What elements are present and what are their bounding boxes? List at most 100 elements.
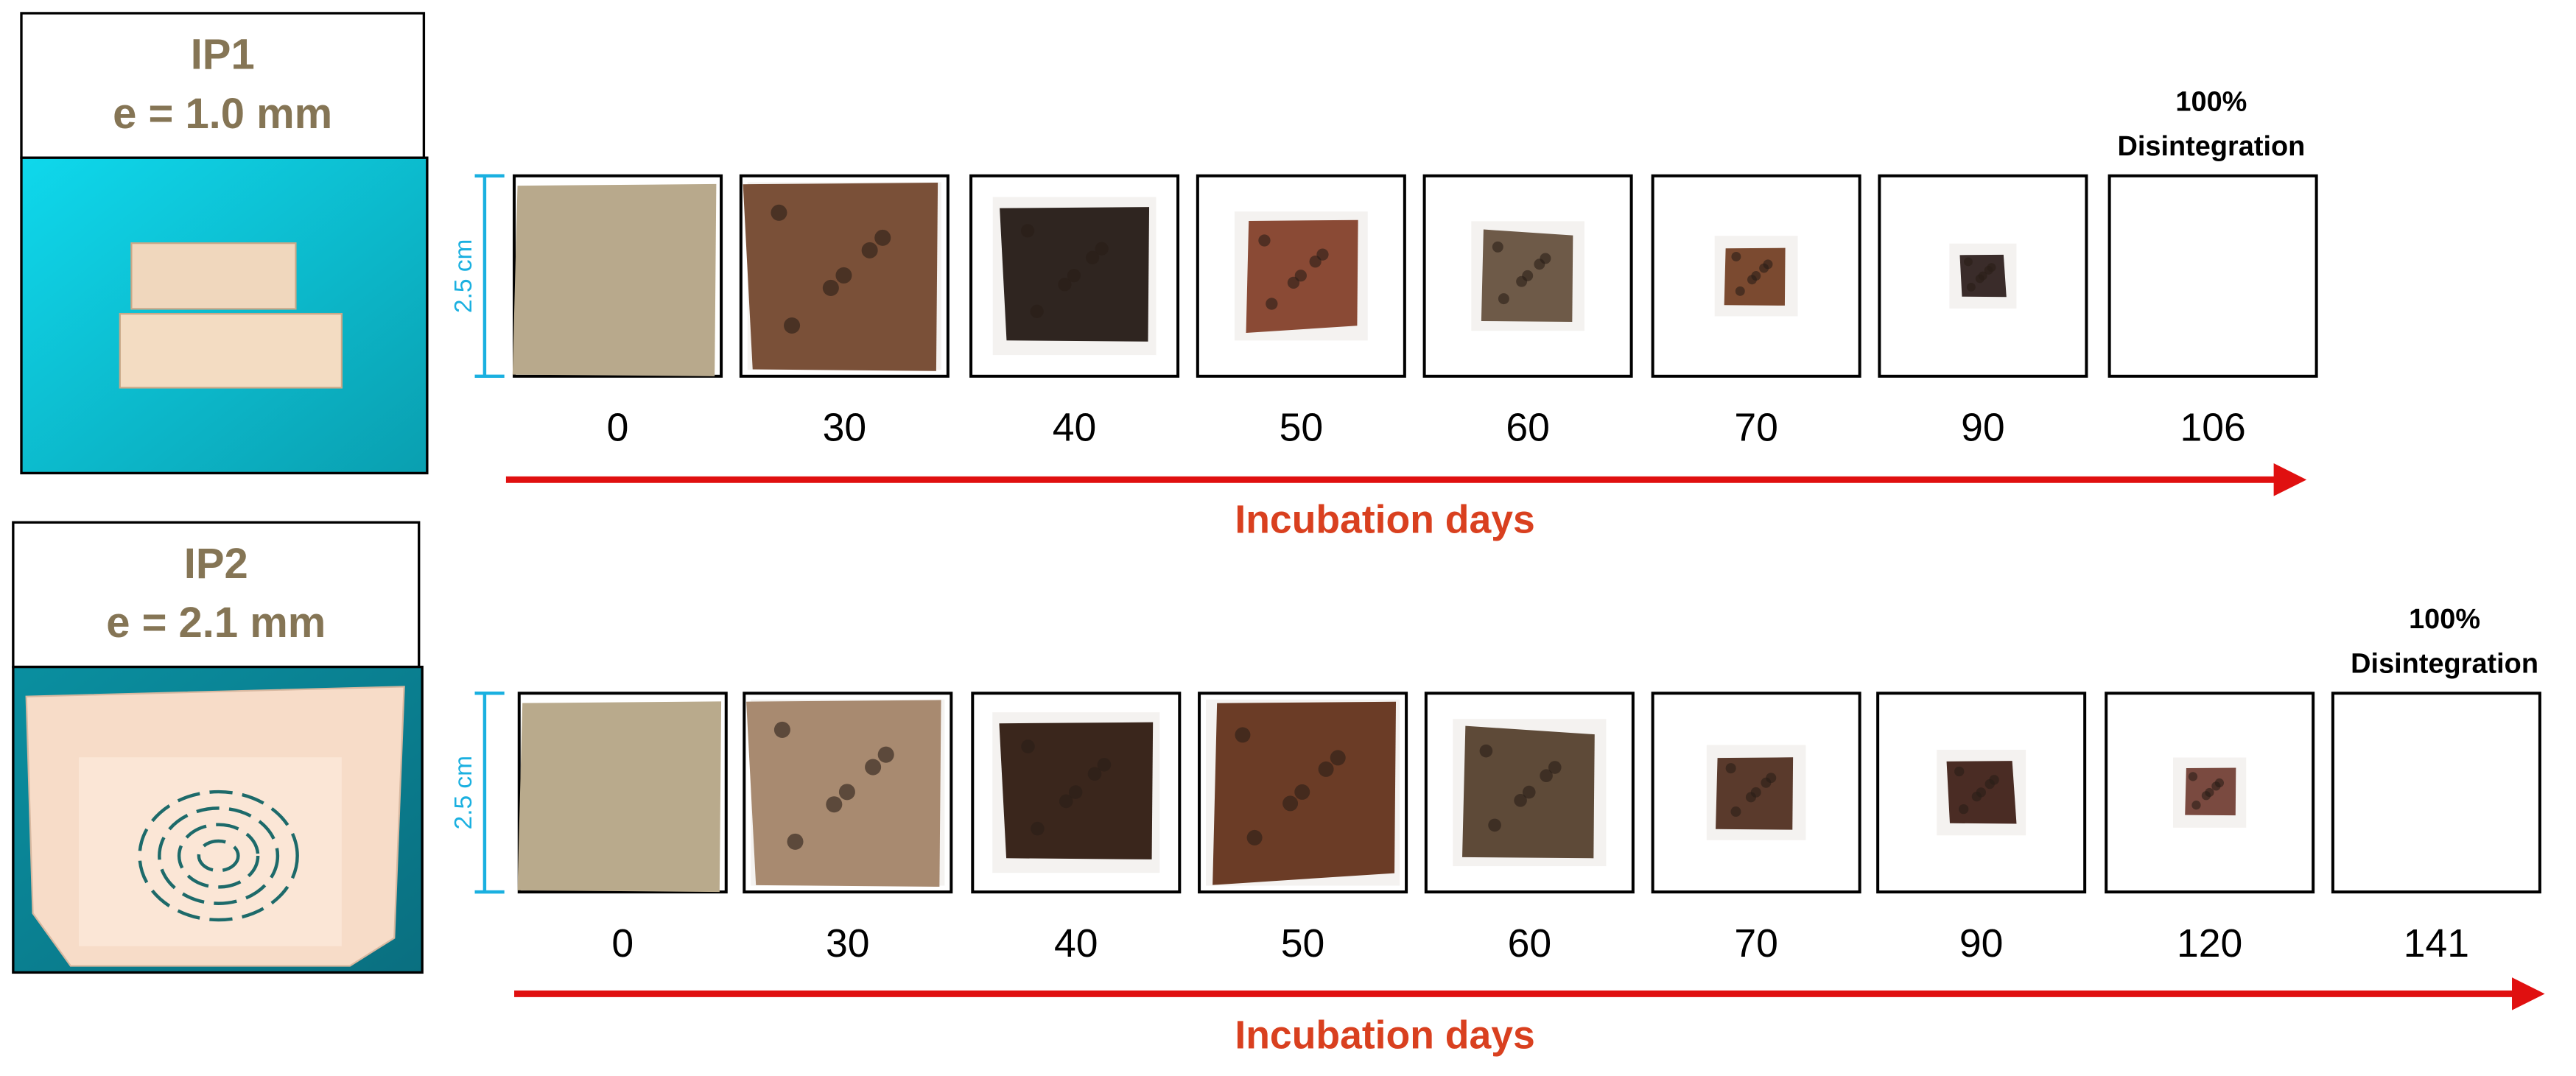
day-label: 141 bbox=[2404, 922, 2469, 966]
sample-speck bbox=[1954, 766, 1965, 777]
sample-speck bbox=[1058, 278, 1072, 292]
sample-speck bbox=[1750, 787, 1761, 798]
sample-speck bbox=[1763, 259, 1773, 270]
day-label: 60 bbox=[1508, 922, 1552, 966]
sample-speck bbox=[1031, 821, 1045, 836]
day-label: 90 bbox=[1961, 407, 2005, 450]
axis-label: Incubation days bbox=[1235, 1014, 1534, 1058]
sample-speck bbox=[2205, 787, 2214, 798]
sample-speck bbox=[826, 796, 843, 813]
container-slot bbox=[138, 790, 299, 922]
sample-speck bbox=[865, 759, 882, 776]
day-label: 40 bbox=[1054, 922, 1098, 966]
container-slot bbox=[197, 839, 240, 873]
sample-speck bbox=[1479, 744, 1493, 758]
sample-speck bbox=[1330, 750, 1346, 766]
sample-speck bbox=[1540, 253, 1551, 264]
sample-speck bbox=[787, 833, 804, 850]
sample-speck bbox=[1087, 767, 1102, 781]
day-label: 60 bbox=[1506, 407, 1550, 450]
sample-speck bbox=[1235, 727, 1251, 743]
sample-speck bbox=[1059, 794, 1073, 809]
sample-speck bbox=[1246, 829, 1263, 845]
sample bbox=[512, 183, 717, 376]
sample-speck bbox=[877, 746, 894, 763]
day-label: 120 bbox=[2177, 922, 2242, 966]
sample-speck bbox=[1964, 257, 1973, 267]
label-box bbox=[20, 12, 426, 159]
sample-speck bbox=[874, 229, 891, 246]
sample-speck bbox=[1730, 806, 1741, 817]
sample-speck bbox=[1067, 269, 1081, 283]
day-label: 40 bbox=[1053, 407, 1097, 450]
sample-speck bbox=[835, 267, 852, 284]
sample-speck bbox=[1282, 795, 1299, 812]
sample-speck bbox=[1522, 785, 1536, 799]
sample-speck bbox=[1021, 739, 1035, 753]
sample-speck bbox=[1958, 804, 1969, 815]
sample-speck bbox=[1766, 773, 1777, 784]
sample-speck bbox=[838, 784, 855, 801]
sample-speck bbox=[1030, 304, 1044, 318]
sample-speck bbox=[822, 279, 839, 296]
sample-speck bbox=[2214, 778, 2225, 788]
sample-speck bbox=[771, 204, 787, 221]
sample-speck bbox=[1514, 794, 1527, 807]
day-label: 106 bbox=[2180, 407, 2245, 450]
axis-label: Incubation days bbox=[1235, 498, 1534, 541]
note: 100% bbox=[2409, 604, 2480, 635]
sample-speck bbox=[1266, 298, 1278, 310]
day-label: 30 bbox=[826, 922, 870, 966]
sample-speck bbox=[1978, 271, 1987, 281]
sample-speck bbox=[1085, 250, 1100, 264]
day-label: 90 bbox=[1959, 922, 2004, 966]
container-slot bbox=[158, 806, 280, 905]
sample-frame bbox=[2108, 174, 2318, 378]
sample-speck bbox=[1548, 761, 1562, 774]
sample-speck bbox=[861, 242, 878, 259]
note: Disintegration bbox=[2351, 648, 2538, 679]
sample-speck bbox=[2188, 772, 2198, 781]
sample-frame bbox=[2331, 692, 2541, 894]
note: Disintegration bbox=[2117, 131, 2305, 162]
sample-speck bbox=[773, 721, 790, 738]
sample-speck bbox=[1068, 785, 1083, 799]
sample-speck bbox=[784, 317, 801, 334]
day-label: 30 bbox=[823, 407, 867, 450]
sample-speck bbox=[1725, 763, 1736, 774]
sample-speck bbox=[1987, 263, 1996, 272]
sample-speck bbox=[1492, 241, 1503, 253]
sample-speck bbox=[1540, 769, 1553, 783]
sample-speck bbox=[1751, 271, 1761, 281]
sample-speck bbox=[1731, 251, 1741, 261]
container-slot bbox=[177, 823, 260, 889]
sample-speck bbox=[1097, 758, 1112, 772]
sample-speck bbox=[2191, 801, 2201, 810]
scale-label: 2.5 cm bbox=[450, 239, 477, 313]
sample-speck bbox=[1989, 775, 1999, 785]
thickness: e = 1.0 mm bbox=[113, 91, 332, 138]
sample-speck bbox=[1316, 248, 1329, 261]
note: 100% bbox=[2175, 87, 2247, 118]
container-part bbox=[79, 757, 342, 946]
sample-speck bbox=[1976, 787, 1987, 798]
scale-label: 2.5 cm bbox=[450, 756, 477, 829]
sample-speck bbox=[1294, 270, 1307, 282]
day-label: 0 bbox=[611, 922, 634, 966]
sample-label: IP1 bbox=[191, 31, 255, 78]
day-label: 0 bbox=[607, 407, 629, 450]
sample-speck bbox=[1294, 784, 1310, 800]
sample-speck bbox=[1522, 270, 1534, 281]
sample-speck bbox=[1020, 224, 1035, 238]
sample bbox=[517, 701, 722, 893]
day-label: 50 bbox=[1281, 922, 1325, 966]
sample-speck bbox=[1498, 293, 1509, 305]
container-part bbox=[130, 242, 297, 310]
sample-speck bbox=[1488, 818, 1501, 832]
thickness: e = 2.1 mm bbox=[106, 599, 326, 647]
sample-speck bbox=[1258, 234, 1271, 247]
sample-speck bbox=[1095, 242, 1109, 256]
day-label: 70 bbox=[1734, 922, 1778, 966]
sample-speck bbox=[1735, 286, 1745, 296]
